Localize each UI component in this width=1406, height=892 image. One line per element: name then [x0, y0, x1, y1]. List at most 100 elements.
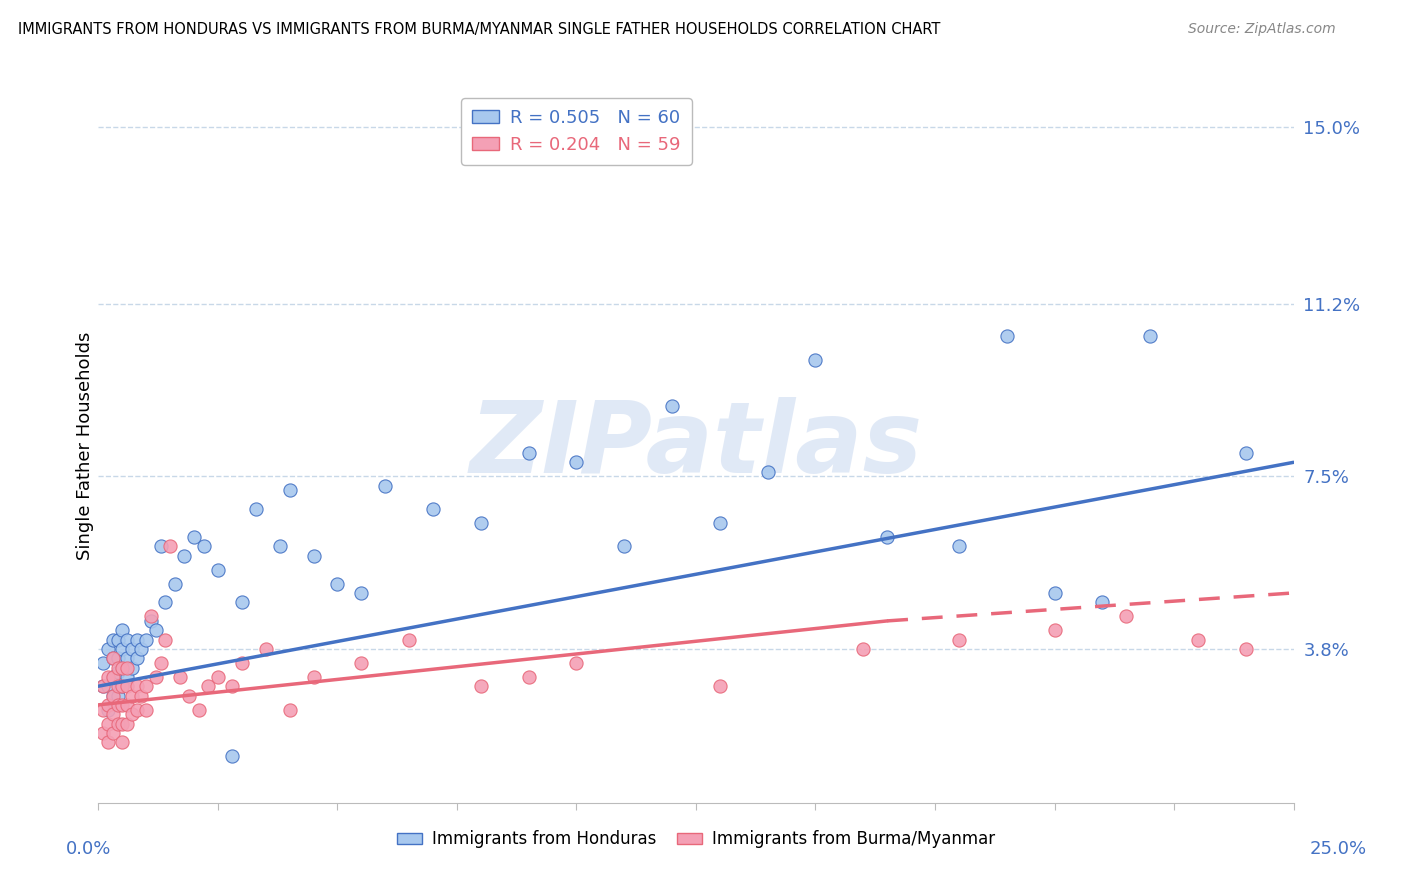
- Point: [278, 702, 301, 716]
- Point: [97, 735, 120, 749]
- Text: 25.0%: 25.0%: [1310, 840, 1367, 858]
- Point: [107, 698, 129, 712]
- Point: [231, 656, 253, 670]
- Point: [115, 670, 138, 684]
- Point: [107, 632, 129, 647]
- Point: [125, 702, 148, 716]
- Point: [111, 641, 134, 656]
- Point: [149, 656, 172, 670]
- Point: [709, 516, 731, 530]
- Point: [221, 679, 243, 693]
- Point: [876, 530, 898, 544]
- Point: [91, 679, 114, 693]
- Point: [121, 641, 143, 656]
- Point: [155, 632, 177, 647]
- Point: [91, 726, 114, 740]
- Point: [278, 483, 301, 498]
- Point: [173, 549, 195, 563]
- Point: [107, 651, 129, 665]
- Point: [661, 400, 683, 414]
- Point: [326, 576, 349, 591]
- Legend: Immigrants from Honduras, Immigrants from Burma/Myanmar: Immigrants from Honduras, Immigrants fro…: [391, 824, 1001, 855]
- Point: [115, 632, 138, 647]
- Point: [101, 670, 124, 684]
- Point: [1115, 609, 1137, 624]
- Point: [111, 716, 134, 731]
- Point: [756, 465, 779, 479]
- Point: [101, 670, 124, 684]
- Point: [101, 651, 124, 665]
- Point: [149, 539, 172, 553]
- Point: [948, 539, 970, 553]
- Point: [107, 660, 129, 674]
- Point: [948, 632, 970, 647]
- Point: [115, 660, 138, 674]
- Point: [101, 726, 124, 740]
- Point: [422, 502, 444, 516]
- Point: [221, 749, 243, 764]
- Point: [470, 516, 492, 530]
- Text: Source: ZipAtlas.com: Source: ZipAtlas.com: [1188, 22, 1336, 37]
- Point: [115, 651, 138, 665]
- Point: [97, 679, 120, 693]
- Point: [131, 689, 153, 703]
- Point: [115, 698, 138, 712]
- Point: [231, 595, 253, 609]
- Point: [91, 702, 114, 716]
- Point: [101, 689, 124, 703]
- Point: [302, 670, 325, 684]
- Point: [197, 679, 219, 693]
- Point: [97, 641, 120, 656]
- Point: [107, 665, 129, 680]
- Point: [101, 651, 124, 665]
- Point: [179, 689, 201, 703]
- Point: [145, 624, 167, 638]
- Point: [97, 716, 120, 731]
- Point: [207, 563, 229, 577]
- Point: [852, 641, 875, 656]
- Point: [613, 539, 636, 553]
- Point: [163, 576, 186, 591]
- Point: [1187, 632, 1209, 647]
- Point: [125, 651, 148, 665]
- Point: [115, 679, 138, 693]
- Point: [91, 656, 114, 670]
- Point: [111, 660, 134, 674]
- Point: [1234, 641, 1257, 656]
- Point: [517, 670, 540, 684]
- Point: [111, 660, 134, 674]
- Point: [91, 679, 114, 693]
- Point: [350, 586, 373, 600]
- Point: [121, 707, 143, 722]
- Point: [111, 679, 134, 693]
- Point: [97, 698, 120, 712]
- Point: [107, 689, 129, 703]
- Point: [97, 702, 120, 716]
- Point: [135, 679, 157, 693]
- Text: 0.0%: 0.0%: [66, 840, 111, 858]
- Point: [193, 539, 215, 553]
- Point: [398, 632, 420, 647]
- Point: [101, 707, 124, 722]
- Text: ZIPatlas: ZIPatlas: [470, 398, 922, 494]
- Point: [121, 660, 143, 674]
- Point: [135, 702, 157, 716]
- Point: [302, 549, 325, 563]
- Point: [995, 329, 1018, 343]
- Point: [135, 632, 157, 647]
- Point: [269, 539, 291, 553]
- Point: [1043, 586, 1066, 600]
- Point: [101, 689, 124, 703]
- Point: [565, 656, 588, 670]
- Point: [145, 670, 167, 684]
- Point: [183, 530, 205, 544]
- Point: [709, 679, 731, 693]
- Point: [97, 670, 120, 684]
- Point: [254, 641, 277, 656]
- Point: [169, 670, 191, 684]
- Point: [804, 352, 827, 367]
- Point: [155, 595, 177, 609]
- Point: [1234, 446, 1257, 460]
- Point: [125, 679, 148, 693]
- Point: [565, 455, 588, 469]
